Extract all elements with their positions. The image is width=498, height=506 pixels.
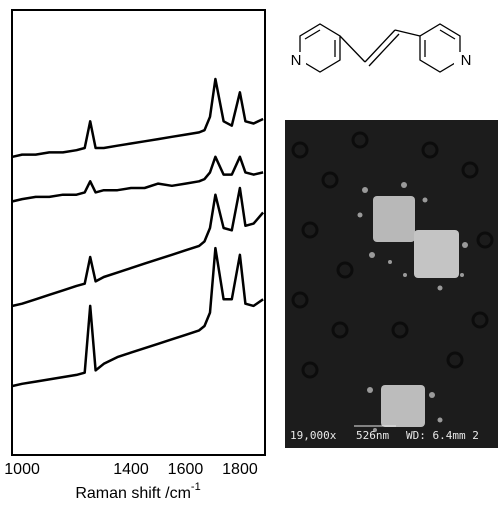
sem-cube xyxy=(414,230,459,278)
sem-pores xyxy=(291,131,494,379)
molecule xyxy=(299,23,461,73)
x-tick-label: 1000 xyxy=(4,461,40,478)
bond xyxy=(364,29,396,63)
x-tick-label: 1600 xyxy=(168,461,204,478)
sem-image: 19,000x 526nm WD: 6.4mm 2 xyxy=(285,120,498,448)
atom-bg xyxy=(454,52,468,68)
bond xyxy=(304,29,321,40)
x-tick-label: 1800 xyxy=(222,461,258,478)
sem-scale: 526nm xyxy=(356,429,389,442)
x-axis-label-text: Raman shift /cm xyxy=(75,485,191,502)
bond xyxy=(339,35,366,63)
sem-working-distance: WD: 6.4mm 2 xyxy=(406,429,479,442)
bond xyxy=(394,29,421,37)
atom-label: N xyxy=(291,52,302,69)
sem-particles xyxy=(357,182,468,432)
spectrum-line xyxy=(12,246,264,388)
sem-magnification: 19,000x xyxy=(290,429,337,442)
atom-label: N xyxy=(461,52,472,69)
sem-cube xyxy=(381,385,425,427)
spectrum-line xyxy=(12,155,264,203)
atom-bg xyxy=(292,52,306,68)
x-axis-label: Raman shift /cm-1 xyxy=(75,481,200,502)
sem-cube xyxy=(373,196,415,242)
bond xyxy=(439,29,456,40)
x-tick-label: 1400 xyxy=(113,461,149,478)
plot-frame xyxy=(11,9,266,456)
bond xyxy=(368,33,400,67)
spectrum-line xyxy=(12,186,265,308)
spectrum-line xyxy=(12,77,264,159)
x-axis-label-sup: -1 xyxy=(191,481,201,493)
pyridine-ring xyxy=(419,23,461,73)
